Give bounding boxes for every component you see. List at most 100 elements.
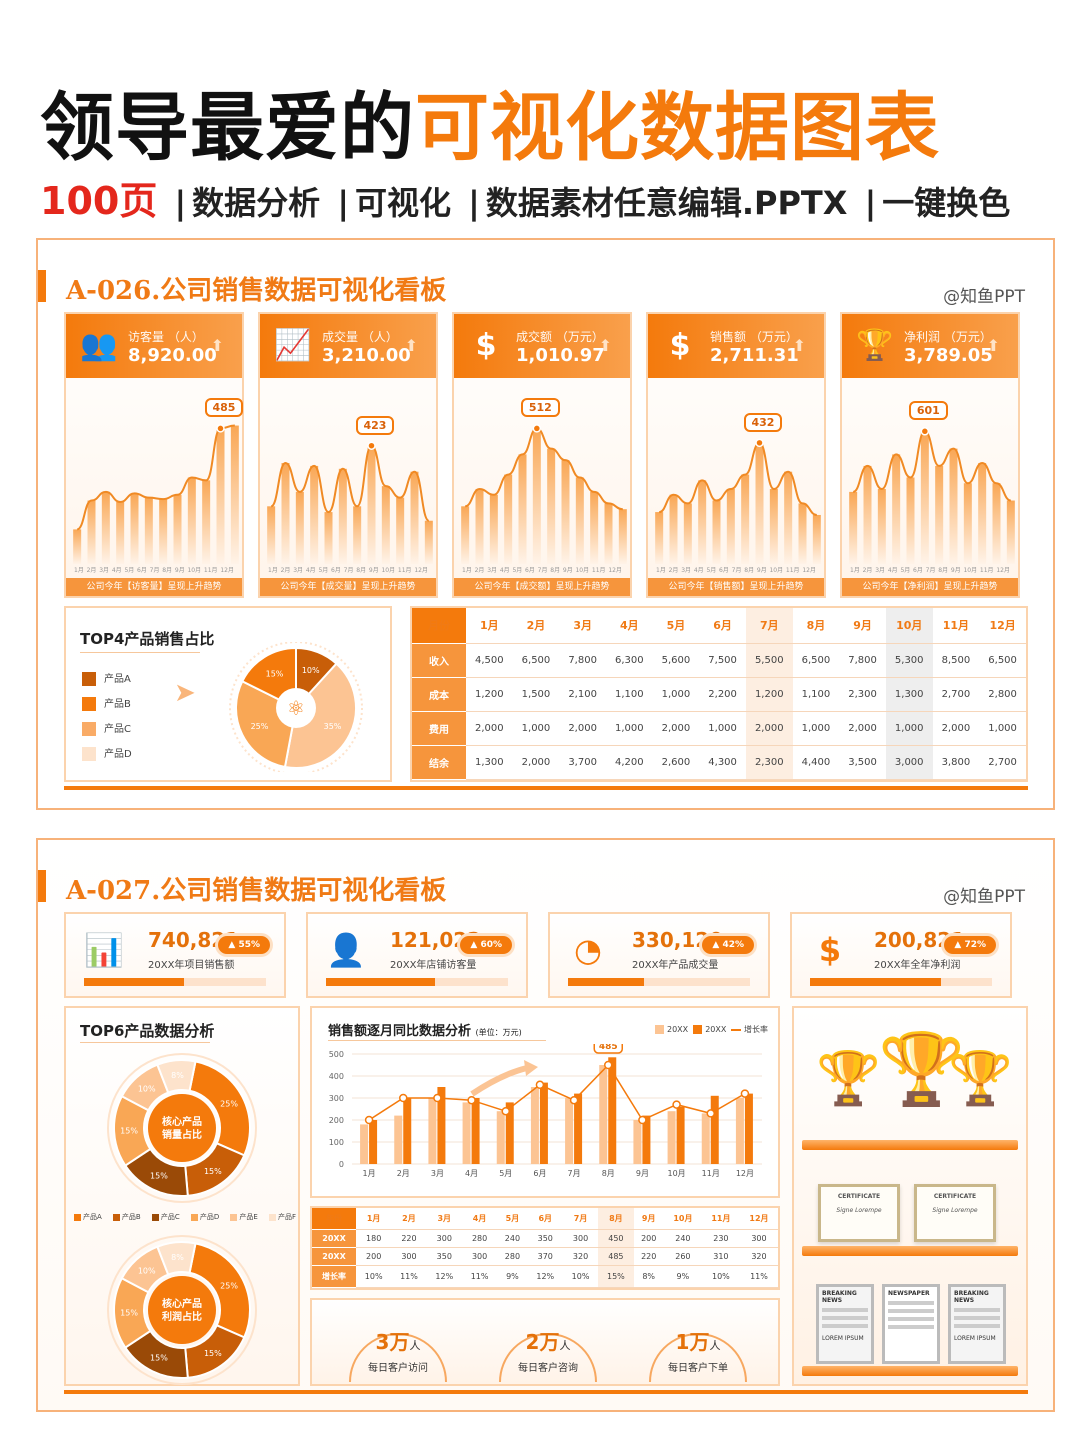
bar xyxy=(599,1065,608,1164)
month-tick: 2月 xyxy=(668,567,679,574)
kpi-value: 3,789.05 xyxy=(904,345,993,366)
growth-badge: ▲ 60% xyxy=(460,936,512,954)
trend-bar xyxy=(877,489,886,564)
trend-bar xyxy=(295,491,304,564)
table-cell: 1,000 xyxy=(885,711,933,746)
table-header-cell: 3月 xyxy=(426,1208,462,1230)
table-header-cell: 1月 xyxy=(466,608,513,644)
table-header-cell: 6月 xyxy=(527,1208,563,1230)
money-bag-icon: $ xyxy=(818,931,842,969)
line-point xyxy=(364,1115,374,1125)
table-header-cell: 12月 xyxy=(979,608,1026,644)
kpi-header: $ 销售额 （万元） 2,711.31 ⬆ xyxy=(648,314,824,378)
kpi-value: 8,920.00 xyxy=(128,345,217,366)
trophy-icon: 🏆 xyxy=(816,1049,881,1109)
peak-point xyxy=(755,438,764,448)
month-tick: 12月 xyxy=(414,567,428,574)
kpi-trend-chart xyxy=(461,424,627,564)
table-header-cell: 4月 xyxy=(461,1208,498,1230)
top6-title: TOP6产品数据分析 xyxy=(80,1022,215,1040)
x-tick: 6月 xyxy=(533,1169,546,1178)
month-tick: 1月 xyxy=(462,567,472,574)
up-arrow-icon: ⬆ xyxy=(598,336,612,355)
top4-title: TOP4产品销售占比 xyxy=(80,630,215,648)
table-cell: 12% xyxy=(527,1265,563,1288)
trend-bar xyxy=(949,448,958,564)
x-tick: 1月 xyxy=(363,1169,376,1178)
month-tick: 3月 xyxy=(487,567,498,574)
row-label: 结余 xyxy=(412,745,466,781)
yearly-table: 年份 1月 2月 3月 4月 5月 6月 7月 8月 9月 10月 11月 12月 20XX 180 220 3… xyxy=(310,1206,780,1290)
stat-item: 1万人 每日客户下单 xyxy=(628,1306,768,1383)
monthly-table: 月份 1月 2月 3月 4月 5月 6月 7月 8月 9月 10月 11月 12月 收入 4,500 6,50… xyxy=(410,606,1028,782)
donut-label: 15% xyxy=(150,1172,168,1181)
trend-bar xyxy=(461,506,470,564)
yearly-table-grid: 年份 1月 2月 3月 4月 5月 6月 7月 8月 9月 10月 11月 12月 20XX 180 220 3… xyxy=(312,1208,778,1288)
visitor-icon: 👥 xyxy=(80,328,118,363)
x-tick: 11月 xyxy=(702,1169,720,1178)
line-point xyxy=(672,1100,681,1109)
legend-swatch xyxy=(654,1025,664,1034)
growth-chart-icon: 📈 xyxy=(274,328,312,363)
stat-number: 3万人 xyxy=(375,1330,421,1354)
stat-text: 每日客户咨询 xyxy=(518,1363,578,1374)
month-tick: 8月 xyxy=(550,567,561,574)
month-axis: 1月 2月 3月 4月 5月 6月 7月 8月 9月 10月 11月 12月 xyxy=(656,565,816,574)
table-cell: 2,300 xyxy=(839,677,886,712)
progress-bar xyxy=(810,978,992,986)
progress-fill xyxy=(84,978,185,986)
donut-center-label: 核心产品 xyxy=(162,1297,202,1310)
money-bag-icon: $ xyxy=(669,328,691,363)
month-tick: 11月 xyxy=(397,567,412,574)
legend-item: 产品F xyxy=(268,1212,296,1222)
kpi-card: 🏆 净利润 （万元） 3,789.05 ⬆ 601 1月 2月 3月 4月 5月 6月 7月 8月 9月 1… xyxy=(840,312,1020,598)
pie-label: 25% xyxy=(251,722,269,731)
shelf xyxy=(802,1140,1018,1150)
table-cell: 300 xyxy=(391,1247,427,1267)
progress-bar xyxy=(84,978,266,986)
table-cell: 300 xyxy=(426,1229,462,1248)
x-tick: 8月 xyxy=(602,1169,615,1178)
bar xyxy=(565,1098,574,1164)
row-label: 费用 xyxy=(412,711,466,746)
kpi-value: 2,711.31 xyxy=(710,345,799,366)
month-tick: 11月 xyxy=(785,567,800,574)
month-tick: 5月 xyxy=(124,567,135,574)
brand-label: @知鱼PPT xyxy=(943,287,1025,307)
legend-item: 产品A xyxy=(82,670,132,686)
legend-item: 产品D xyxy=(190,1212,219,1222)
table-cell: 1,200 xyxy=(466,677,513,712)
page-title: 领导最爱的可视化数据图表 xyxy=(40,85,940,171)
table-cell: 2,000 xyxy=(512,745,560,781)
bar xyxy=(642,1115,651,1164)
table-row: 增长率 10% 11% 12% 11% 9% 12% 10% 15% 8% 9% 10% 11% xyxy=(312,1265,778,1288)
stat-arc xyxy=(499,1333,597,1383)
table-cell: 280 xyxy=(497,1247,528,1267)
line-point xyxy=(535,1080,545,1090)
table-header-cell: 5月 xyxy=(652,608,700,644)
table-cell: 6,500 xyxy=(512,643,560,678)
donut-label: 15% xyxy=(120,1309,138,1318)
certificate: CERTIFICATE Signe Lorempe xyxy=(818,1184,900,1242)
bar xyxy=(539,1082,548,1164)
table-cell: 1,300 xyxy=(885,677,933,712)
table-header-label: 年份 xyxy=(312,1208,356,1230)
peak-label: 432 xyxy=(743,412,783,432)
table-cell: 6,500 xyxy=(792,643,840,678)
donut-label: 10% xyxy=(138,1266,156,1275)
row-label: 增长率 xyxy=(312,1265,356,1288)
kpi-label: 成交量 （人） xyxy=(322,330,398,344)
table-cell: 1,000 xyxy=(792,711,840,746)
trend-bar xyxy=(73,529,82,564)
monthly-table-grid: 月份 1月 2月 3月 4月 5月 6月 7月 8月 9月 10月 11月 12月 收入 4,500 6,50… xyxy=(412,608,1026,781)
table-header-cell: 11月 xyxy=(932,608,980,644)
bar xyxy=(735,1098,744,1164)
trend-bar xyxy=(892,454,901,564)
month-tick: 4月 xyxy=(111,567,122,574)
table-cell: 4,200 xyxy=(605,745,653,781)
table-cell: 3,500 xyxy=(839,745,886,781)
month-tick: 3月 xyxy=(293,567,304,574)
trend-bar xyxy=(230,425,239,564)
table-header-row: 年份 1月 2月 3月 4月 5月 6月 7月 8月 9月 10月 11月 12月 xyxy=(312,1208,778,1230)
month-tick: 10月 xyxy=(575,567,590,574)
